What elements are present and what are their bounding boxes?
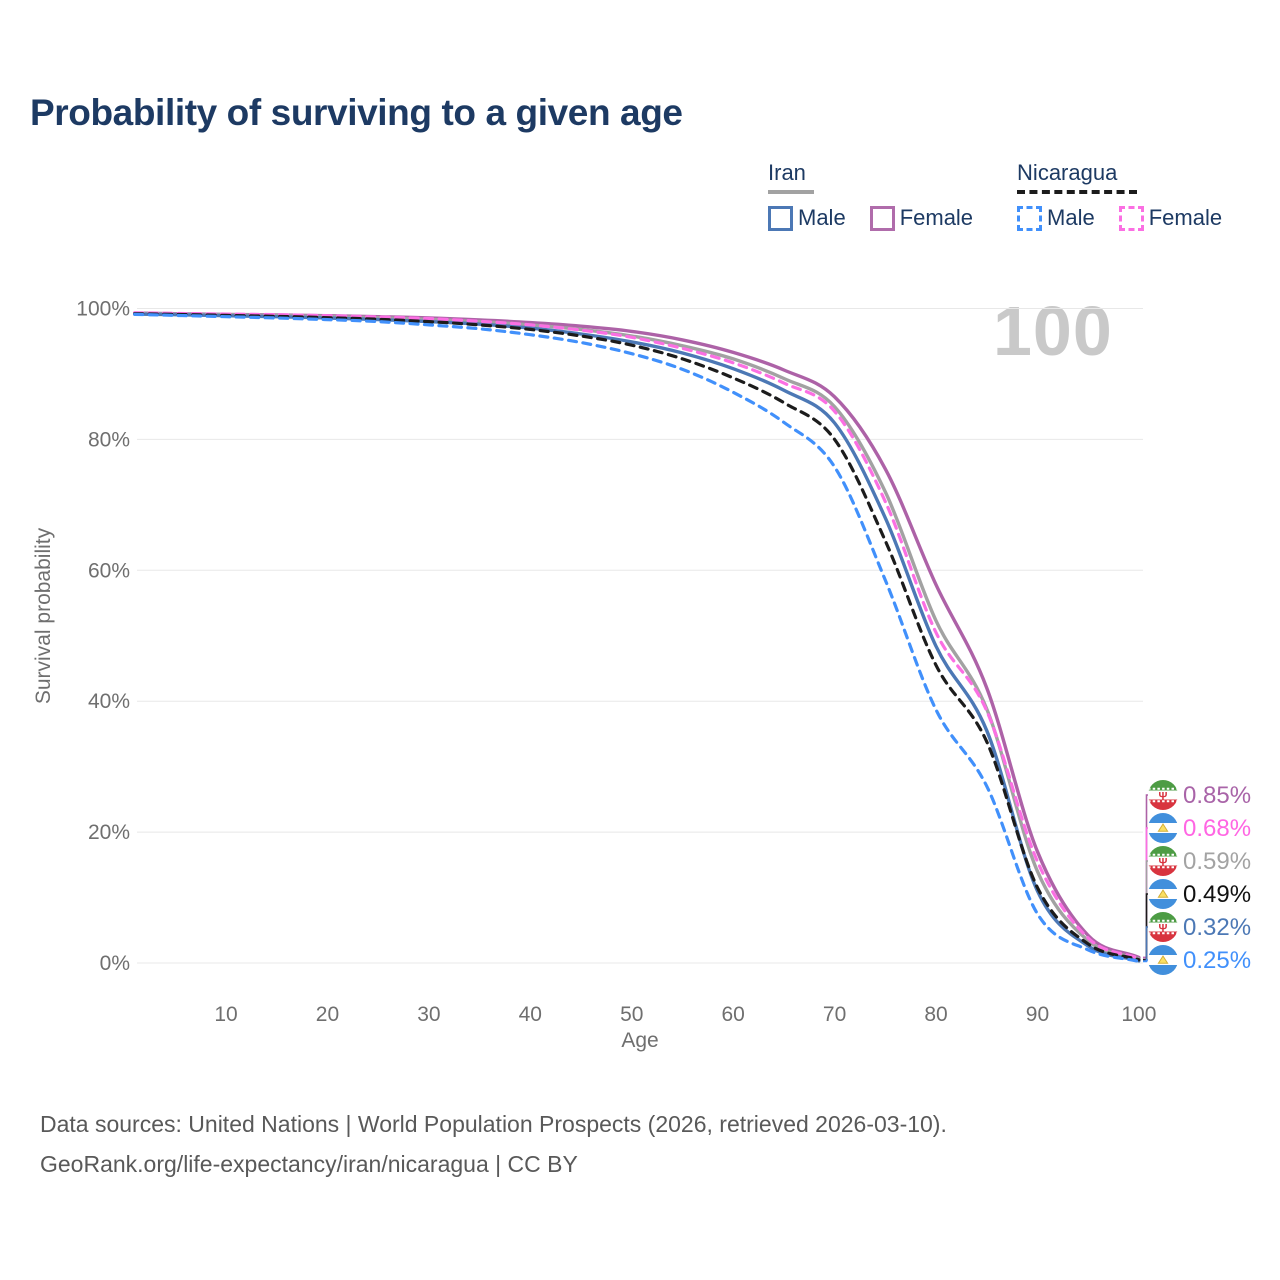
- curve-iran-female: [133, 311, 1141, 960]
- legend-country-nicaragua[interactable]: Nicaragua: [1017, 160, 1118, 185]
- x-tick-label: 80: [924, 1003, 947, 1026]
- y-axis-title: Survival probability: [32, 527, 55, 705]
- legend-item-nicaragua-male[interactable]: Male: [1017, 205, 1095, 231]
- page-title: Probability of surviving to a given age: [30, 92, 683, 133]
- svg-text:Ψ: Ψ: [1159, 857, 1168, 869]
- end-value-label-nicaragua-female: 0.68%: [1183, 815, 1251, 842]
- y-tick-label: 80%: [88, 428, 130, 451]
- legend-item-label: Male: [1047, 205, 1095, 230]
- footer-license: GeoRank.org/life-expectancy/iran/nicarag…: [40, 1151, 578, 1177]
- y-tick-label: 100%: [76, 298, 130, 321]
- age-watermark: 100: [993, 292, 1113, 370]
- legend-swatch-icon: [1118, 205, 1144, 231]
- y-tick-label: 0%: [100, 952, 130, 975]
- nicaragua-flag-icon: [1148, 945, 1178, 975]
- curve-iran-all: [133, 311, 1141, 961]
- end-value-label-nicaragua-all: 0.49%: [1183, 881, 1251, 908]
- svg-text:Ψ: Ψ: [1159, 923, 1168, 935]
- legend-swatch-icon: [768, 205, 793, 231]
- svg-text:Ψ: Ψ: [1159, 791, 1168, 803]
- footer-datasource: Data sources: United Nations | World Pop…: [40, 1111, 947, 1137]
- legend-line-sample-iran: [768, 190, 814, 194]
- label-connector-iran-male: [1143, 926, 1148, 962]
- legend-item-nicaragua-female[interactable]: Female: [1118, 205, 1223, 231]
- x-tick-label: 10: [214, 1003, 237, 1026]
- legend-item-label: Male: [798, 205, 846, 230]
- x-tick-label: 30: [417, 1003, 440, 1026]
- x-axis-title: Age: [621, 1029, 659, 1052]
- y-tick-label: 60%: [88, 559, 130, 582]
- legend-group-nicaragua: Nicaragua Male Female: [1017, 161, 1222, 231]
- end-value-label-iran-male: 0.32%: [1183, 914, 1251, 941]
- x-tick-label: 100: [1121, 1003, 1156, 1026]
- legend-country-iran[interactable]: Iran: [768, 160, 806, 185]
- legend-item-iran-female[interactable]: Female: [869, 205, 974, 231]
- x-tick-label: 20: [316, 1003, 339, 1026]
- legend-line-sample-nicaragua: [1017, 190, 1138, 194]
- legend: Iran Male Female Nicaragua Male Female: [768, 161, 1222, 231]
- legend-swatch-icon: [869, 205, 895, 231]
- curve-nicaragua-male: [133, 312, 1141, 963]
- x-tick-label: 70: [823, 1003, 846, 1026]
- iran-flag-icon: Ψ: [1148, 846, 1178, 876]
- end-value-label-iran-all: 0.59%: [1183, 848, 1251, 875]
- y-tick-label: 40%: [88, 690, 130, 713]
- x-tick-label: 40: [519, 1003, 542, 1026]
- curve-nicaragua-all: [133, 312, 1141, 962]
- nicaragua-flag-icon: [1148, 879, 1178, 909]
- iran-flag-icon: Ψ: [1148, 780, 1178, 810]
- legend-item-label: Female: [899, 205, 974, 230]
- legend-item-iran-male[interactable]: Male: [768, 205, 846, 231]
- iran-flag-icon: Ψ: [1148, 912, 1178, 942]
- label-connector-nicaragua-male: [1143, 959, 1148, 963]
- footer: Data sources: United Nations | World Pop…: [40, 1104, 947, 1184]
- curve-nicaragua-female: [133, 311, 1141, 961]
- x-tick-label: 90: [1026, 1003, 1049, 1026]
- end-value-label-nicaragua-male: 0.25%: [1183, 947, 1251, 974]
- x-tick-label: 50: [620, 1003, 643, 1026]
- end-value-label-iran-female: 0.85%: [1183, 782, 1251, 809]
- legend-item-label: Female: [1148, 205, 1223, 230]
- legend-group-iran: Iran Male Female: [768, 161, 973, 231]
- curve-iran-male: [133, 312, 1141, 963]
- x-tick-label: 60: [722, 1003, 745, 1026]
- nicaragua-flag-icon: [1148, 813, 1178, 843]
- y-tick-label: 20%: [88, 821, 130, 844]
- legend-swatch-icon: [1017, 205, 1043, 231]
